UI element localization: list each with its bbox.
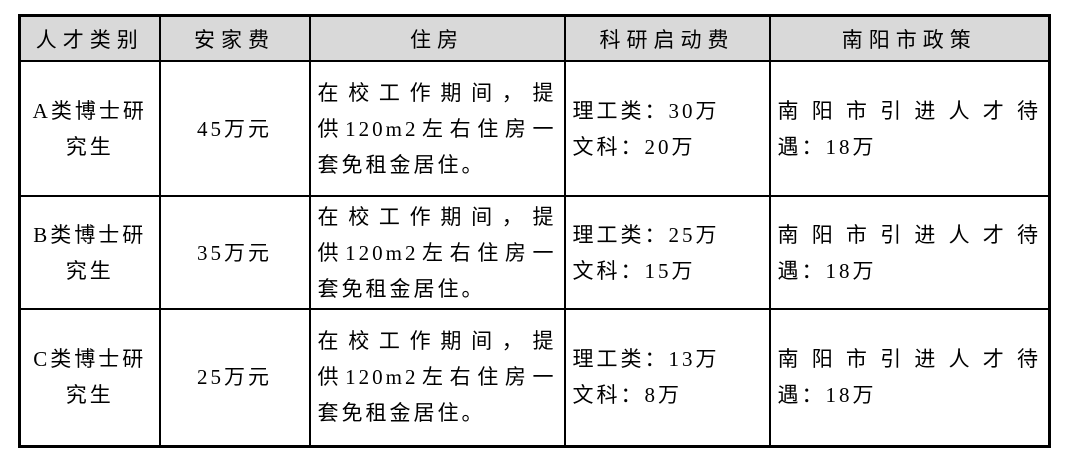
- text-line: 理工类：25万: [572, 222, 720, 247]
- text-line: 遇：18万: [777, 258, 877, 283]
- text-line: 在校工作期间，提: [317, 329, 557, 354]
- cell-research-fund: 理工类：30万 文科：20万: [563, 60, 771, 197]
- cell-settling-allowance: 45万元: [158, 60, 311, 197]
- cell-research-fund: 理工类：25万 文科：15万: [563, 195, 771, 310]
- cell-category: C类博士研 究生: [18, 308, 161, 447]
- text-line: 南阳市引进人才待: [777, 98, 1041, 123]
- table-row-a: A类博士研 究生 45万元 在校工作期间，提 供120m2左右住房一 套免租金居…: [18, 60, 1051, 197]
- cell-city-policy: 南阳市引进人才待 遇：18万: [768, 308, 1051, 447]
- header-housing: 住房: [308, 14, 566, 62]
- text-line: 供120m2左右住房一: [317, 116, 557, 141]
- text-line: 文科：20万: [572, 134, 696, 159]
- cell-city-policy: 南阳市引进人才待 遇：18万: [768, 60, 1051, 197]
- cell-category: B类博士研 究生: [18, 195, 161, 310]
- text-line: 理工类：13万: [572, 347, 720, 372]
- cell-housing: 在校工作期间，提 供120m2左右住房一 套免租金居住。: [308, 60, 566, 197]
- text-line: 在校工作期间，提: [317, 204, 557, 229]
- header-research-startup-fund: 科研启动费: [563, 14, 771, 62]
- text-line: 文科：15万: [572, 258, 696, 283]
- talent-policy-table: 人才类别 安家费 住房 科研启动费 南阳市政策 A类博士研 究生 45万元 在校…: [18, 14, 1051, 448]
- text-line: 理工类：30万: [572, 98, 720, 123]
- text-line: A类博士研: [32, 98, 147, 123]
- header-nanyang-city-policy: 南阳市政策: [768, 14, 1051, 62]
- text-line: 套免租金居住。: [317, 276, 486, 301]
- table-row-b: B类博士研 究生 35万元 在校工作期间，提 供120m2左右住房一 套免租金居…: [18, 195, 1051, 310]
- cell-category: A类博士研 究生: [18, 60, 161, 197]
- text-line: 供120m2左右住房一: [317, 365, 557, 390]
- cell-city-policy: 南阳市引进人才待 遇：18万: [768, 195, 1051, 310]
- text-line: B类博士研: [33, 222, 147, 247]
- table-row-c: C类博士研 究生 25万元 在校工作期间，提 供120m2左右住房一 套免租金居…: [18, 308, 1051, 447]
- header-row: 人才类别 安家费 住房 科研启动费 南阳市政策: [18, 14, 1051, 62]
- text-line: 供120m2左右住房一: [317, 240, 557, 265]
- text-line: 南阳市引进人才待: [777, 222, 1041, 247]
- header-settling-allowance: 安家费: [158, 14, 311, 62]
- text-line: 套免租金居住。: [317, 401, 486, 426]
- cell-research-fund: 理工类：13万 文科：8万: [563, 308, 771, 447]
- cell-housing: 在校工作期间，提 供120m2左右住房一 套免租金居住。: [308, 308, 566, 447]
- header-talent-category: 人才类别: [18, 14, 161, 62]
- text-line: 文科：8万: [572, 383, 682, 408]
- text-line: 套免租金居住。: [317, 152, 486, 177]
- text-line: 究生: [65, 258, 114, 283]
- cell-settling-allowance: 25万元: [158, 308, 311, 447]
- cell-settling-allowance: 35万元: [158, 195, 311, 310]
- text-line: 究生: [65, 383, 114, 408]
- text-line: 遇：18万: [777, 383, 877, 408]
- text-line: 究生: [65, 134, 114, 159]
- cell-housing: 在校工作期间，提 供120m2左右住房一 套免租金居住。: [308, 195, 566, 310]
- text-line: C类博士研: [33, 347, 147, 372]
- text-line: 在校工作期间，提: [317, 80, 557, 105]
- text-line: 南阳市引进人才待: [777, 347, 1041, 372]
- text-line: 遇：18万: [777, 134, 877, 159]
